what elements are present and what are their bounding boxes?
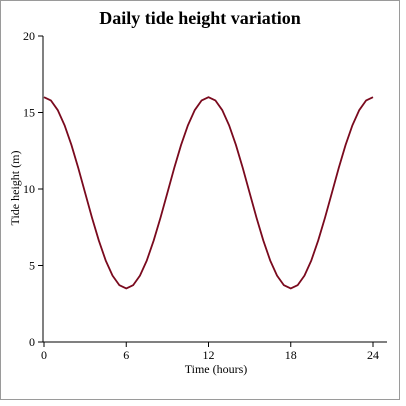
axis-ticks: 0 6 12 18 24 0 5 10 15 20 <box>23 29 379 362</box>
y-tick-label: 5 <box>29 259 35 273</box>
chart-frame <box>0 0 400 400</box>
x-tick-label: 12 <box>203 348 215 362</box>
x-tick-label: 6 <box>123 348 129 362</box>
y-tick-label: 0 <box>29 335 35 349</box>
series-layer <box>43 96 374 290</box>
x-tick-label: 24 <box>367 348 379 362</box>
y-tick-label: 10 <box>23 182 35 196</box>
tide-series-line <box>43 96 374 290</box>
x-axis-label: Time (hours) <box>185 362 248 376</box>
y-tick-label: 15 <box>23 106 35 120</box>
x-tick-label: 18 <box>285 348 297 362</box>
y-axis-label: Tide height (m) <box>8 151 22 226</box>
x-tick-label: 0 <box>41 348 47 362</box>
y-tick-label: 20 <box>23 29 35 43</box>
chart-title: Daily tide height variation <box>99 8 301 28</box>
